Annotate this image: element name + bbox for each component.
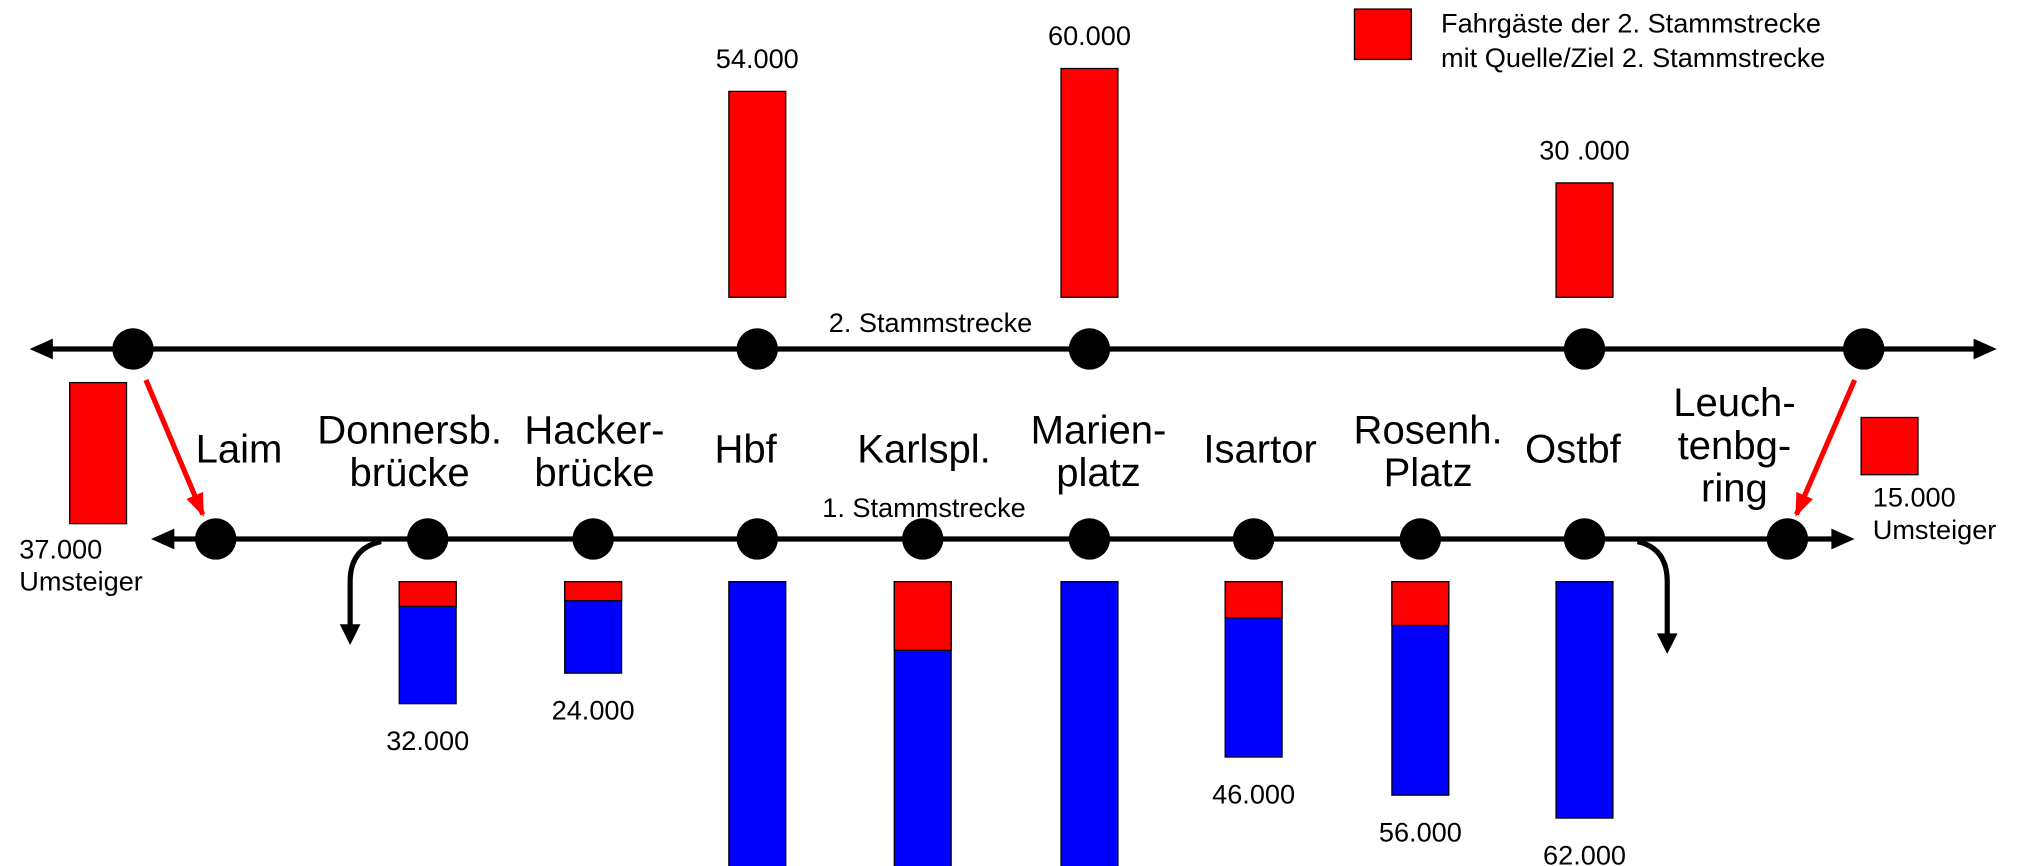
bar <box>728 90 787 298</box>
station-name: brücke <box>349 451 469 495</box>
transfer-arrow <box>1794 378 1858 517</box>
bar-label: 30 .000 <box>1539 135 1630 166</box>
bar-label: 62.000 <box>1543 840 1626 866</box>
station-name: Donnersb. <box>317 408 502 452</box>
legend-swatch <box>1353 8 1412 61</box>
station-name: Ostbf <box>1525 428 1622 472</box>
station-dot <box>572 518 614 560</box>
bar <box>728 580 787 866</box>
arrow-head <box>339 624 361 645</box>
bar-label: 24.000 <box>552 695 635 726</box>
station-dot <box>1563 328 1606 370</box>
station-dot <box>407 518 449 560</box>
arrow-head <box>1656 633 1678 655</box>
arrow-head <box>29 338 53 360</box>
transfer-note: Umsteiger <box>1873 514 1997 545</box>
bar-label: 60.000 <box>1048 20 1131 51</box>
station-name: Karlspl. <box>857 428 991 472</box>
arrow-head <box>1973 338 1997 360</box>
station-name: Hbf <box>714 428 777 472</box>
station-dot <box>1068 518 1111 560</box>
station-dot <box>1068 328 1111 370</box>
bar <box>1555 580 1614 819</box>
bar-label: 46.000 <box>1212 779 1295 810</box>
station-name: Rosenh. <box>1354 408 1503 452</box>
bar-label: 32.000 <box>386 725 469 756</box>
station-name: Hacker- <box>524 408 664 452</box>
station-name: Laim <box>196 428 283 472</box>
station-dot <box>736 328 778 370</box>
station-name: Platz <box>1384 451 1473 495</box>
station-name: Isartor <box>1203 428 1316 472</box>
station-dot <box>1766 518 1809 560</box>
bar-label: 56.000 <box>1379 817 1462 848</box>
bar-segment <box>564 580 623 602</box>
station-dot <box>1843 328 1885 370</box>
station-dot <box>1563 518 1606 560</box>
transfer-arrow <box>143 378 206 517</box>
station-dot <box>736 518 778 560</box>
line-2-label: 2. Stammstrecke <box>829 307 1033 338</box>
bar <box>1860 416 1919 476</box>
station-dot <box>112 328 154 370</box>
line-1-label: 1. Stammstrecke <box>822 492 1025 523</box>
transfer-label: 15.000 <box>1873 482 1956 513</box>
station-name: Marien- <box>1031 408 1167 452</box>
bar <box>1060 580 1119 866</box>
bar <box>1555 182 1614 298</box>
bar-segment <box>1391 580 1450 627</box>
bar-segment <box>1224 580 1283 619</box>
station-dot <box>1399 518 1442 560</box>
bar-segment <box>398 580 457 608</box>
legend-text: mit Quelle/Ziel 2. Stammstrecke <box>1441 42 1825 73</box>
station-dot <box>902 518 944 560</box>
station-dot <box>1232 518 1275 560</box>
branch <box>1636 539 1670 636</box>
station-name: brücke <box>534 451 654 495</box>
station-name: Leuch- <box>1673 381 1795 425</box>
station-dot <box>195 518 237 560</box>
bar <box>69 381 128 525</box>
bar-label: 54.000 <box>716 43 799 74</box>
bar-segment <box>893 580 952 651</box>
transfer-label: 37.000 <box>19 533 102 564</box>
station-name: tenbg- <box>1678 424 1792 468</box>
station-name: platz <box>1056 451 1141 495</box>
branch <box>347 539 382 627</box>
arrow-head <box>1831 528 1855 550</box>
station-name: ring <box>1701 467 1768 511</box>
bar <box>1060 67 1119 298</box>
transfer-note: Umsteiger <box>19 566 143 597</box>
legend-text: Fahrgäste der 2. Stammstrecke <box>1441 7 1821 38</box>
arrow-head <box>151 528 175 550</box>
